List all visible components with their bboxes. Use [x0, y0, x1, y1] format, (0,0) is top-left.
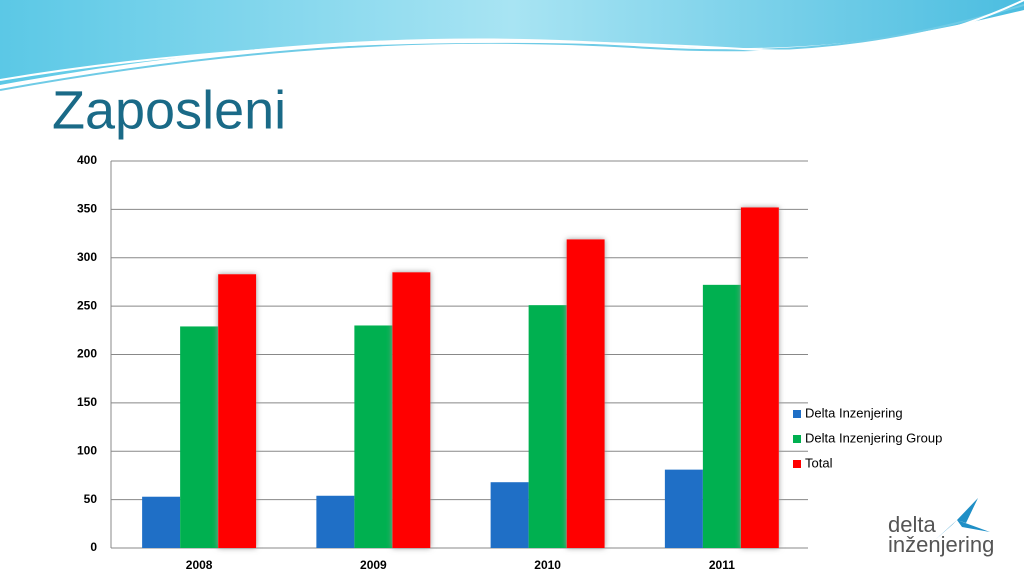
- y-tick-label: 400: [77, 153, 97, 167]
- y-tick-label: 0: [90, 540, 97, 554]
- x-tick-label: 2010: [534, 558, 561, 572]
- legend-swatch: [793, 410, 801, 418]
- bar: [316, 495, 355, 548]
- logo-text: delta: [888, 512, 936, 537]
- bar: [392, 272, 431, 548]
- legend-swatch: [793, 435, 801, 443]
- bar: [740, 207, 779, 548]
- bar: [664, 469, 703, 548]
- chart: 0 50 100 150 200 250 300 350 400 2008 2009 2010 2011…: [77, 153, 942, 572]
- y-tick-label: 200: [77, 347, 97, 361]
- x-tick-label: 2011: [709, 558, 735, 572]
- y-tick-label: 300: [77, 250, 97, 264]
- bar: [218, 274, 257, 548]
- y-tick-label: 50: [84, 492, 98, 506]
- slide-title: Zaposleni: [52, 80, 286, 140]
- x-tick-label: 2008: [186, 558, 213, 572]
- bar: [354, 325, 393, 548]
- header-wave: [0, 0, 1024, 91]
- bar: [702, 284, 741, 548]
- bar: [566, 239, 605, 548]
- legend-swatch: [793, 460, 801, 468]
- legend-label: Delta Inzenjering: [805, 405, 903, 420]
- bar: [180, 326, 219, 548]
- bar: [142, 496, 181, 548]
- legend-label: Total: [805, 455, 833, 470]
- x-tick-label: 2009: [360, 558, 387, 572]
- legend-label: Delta Inzenjering Group: [805, 430, 942, 445]
- bar: [490, 482, 529, 548]
- logo: delta inženjering: [888, 498, 994, 557]
- y-tick-label: 100: [77, 443, 97, 457]
- y-tick-label: 150: [77, 395, 97, 409]
- bar: [528, 305, 567, 548]
- y-tick-label: 350: [77, 202, 97, 216]
- logo-text: inženjering: [888, 532, 994, 557]
- y-tick-label: 250: [77, 298, 97, 312]
